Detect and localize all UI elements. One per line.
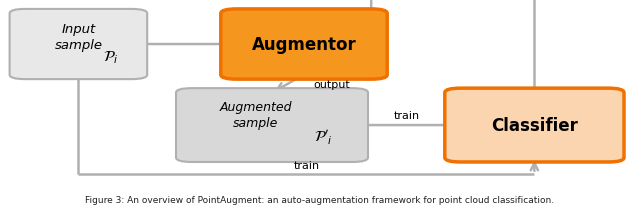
FancyBboxPatch shape xyxy=(10,10,147,80)
Text: Input
sample: Input sample xyxy=(54,23,102,52)
Text: Augmented
sample: Augmented sample xyxy=(220,100,292,129)
Text: train: train xyxy=(394,110,419,120)
Text: Figure 3: An overview of PointAugment: an auto-augmentation framework for point : Figure 3: An overview of PointAugment: a… xyxy=(85,195,555,204)
Text: train: train xyxy=(293,160,319,170)
Text: $\mathcal{P}_i$: $\mathcal{P}_i$ xyxy=(103,49,118,66)
Text: Augmentor: Augmentor xyxy=(252,36,356,54)
FancyBboxPatch shape xyxy=(176,89,368,162)
FancyBboxPatch shape xyxy=(445,89,624,162)
Text: Classifier: Classifier xyxy=(491,117,578,134)
Text: $\mathcal{P}'_i$: $\mathcal{P}'_i$ xyxy=(314,127,333,146)
Text: output: output xyxy=(314,79,350,89)
FancyBboxPatch shape xyxy=(221,10,387,80)
